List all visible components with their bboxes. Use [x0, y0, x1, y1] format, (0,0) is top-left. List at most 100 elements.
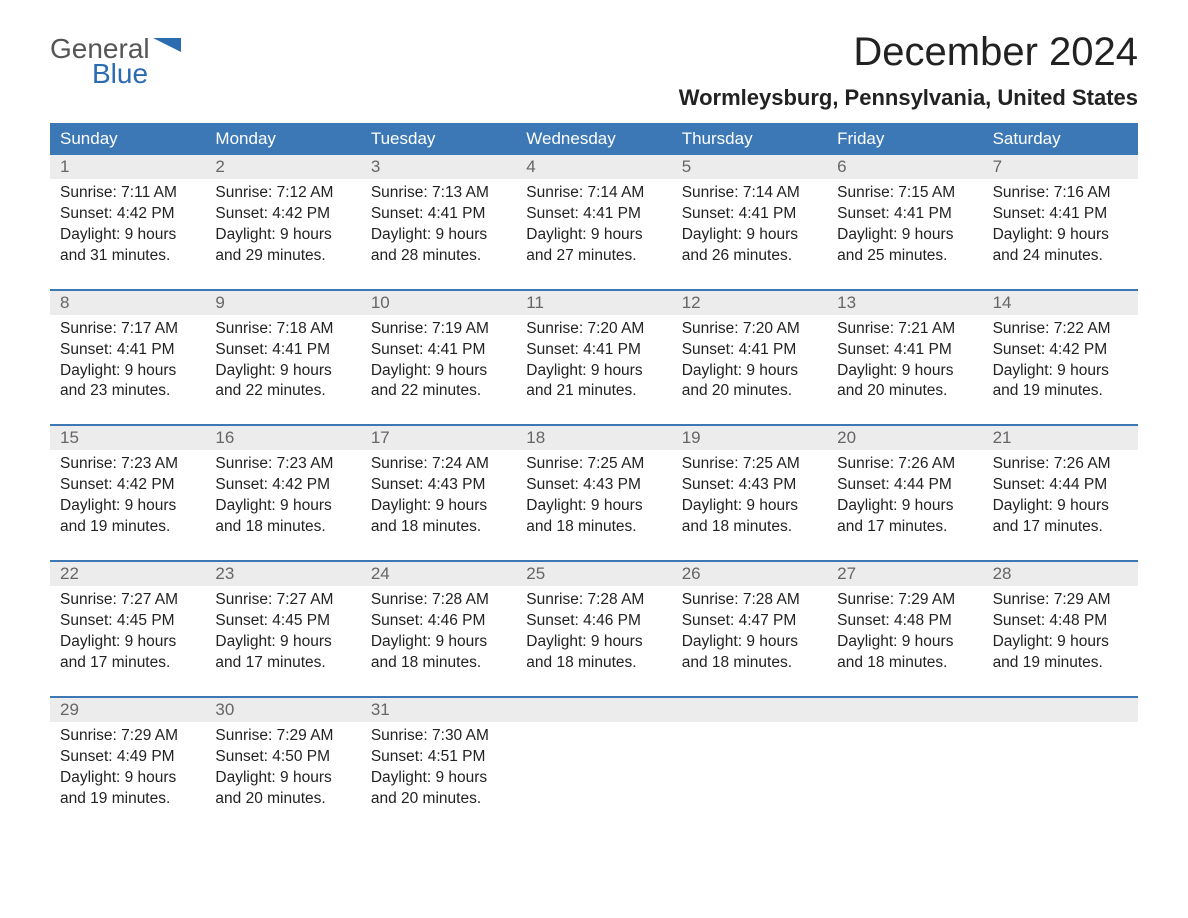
day-d1: Daylight: 9 hours	[993, 496, 1128, 517]
day-number: 23	[205, 562, 360, 586]
day-d2: and 18 minutes.	[371, 517, 506, 538]
day-cell: Sunrise: 7:25 AMSunset: 4:43 PMDaylight:…	[516, 450, 671, 542]
day-d1: Daylight: 9 hours	[682, 632, 817, 653]
day-d2: and 19 minutes.	[993, 381, 1128, 402]
day-d2: and 20 minutes.	[215, 789, 350, 810]
day-number	[672, 698, 827, 722]
day-sr: Sunrise: 7:25 AM	[526, 454, 661, 475]
day-cell	[516, 722, 671, 814]
day-number: 13	[827, 291, 982, 315]
day-cell: Sunrise: 7:27 AMSunset: 4:45 PMDaylight:…	[50, 586, 205, 678]
day-cell: Sunrise: 7:16 AMSunset: 4:41 PMDaylight:…	[983, 179, 1138, 271]
day-ss: Sunset: 4:41 PM	[526, 204, 661, 225]
day-ss: Sunset: 4:44 PM	[837, 475, 972, 496]
day-sr: Sunrise: 7:21 AM	[837, 319, 972, 340]
day-number: 22	[50, 562, 205, 586]
day-number: 29	[50, 698, 205, 722]
day-number: 1	[50, 155, 205, 179]
day-cell: Sunrise: 7:21 AMSunset: 4:41 PMDaylight:…	[827, 315, 982, 407]
day-ss: Sunset: 4:42 PM	[60, 475, 195, 496]
day-ss: Sunset: 4:41 PM	[215, 340, 350, 361]
day-number: 25	[516, 562, 671, 586]
day-sr: Sunrise: 7:14 AM	[526, 183, 661, 204]
day-sr: Sunrise: 7:26 AM	[837, 454, 972, 475]
day-ss: Sunset: 4:41 PM	[837, 204, 972, 225]
day-d2: and 23 minutes.	[60, 381, 195, 402]
day-sr: Sunrise: 7:20 AM	[682, 319, 817, 340]
day-number: 9	[205, 291, 360, 315]
day-cell: Sunrise: 7:29 AMSunset: 4:50 PMDaylight:…	[205, 722, 360, 814]
day-d1: Daylight: 9 hours	[215, 768, 350, 789]
day-number: 3	[361, 155, 516, 179]
day-d1: Daylight: 9 hours	[371, 768, 506, 789]
day-d2: and 28 minutes.	[371, 246, 506, 267]
day-d2: and 18 minutes.	[837, 653, 972, 674]
day-header: Sunday	[50, 123, 205, 155]
day-cell: Sunrise: 7:24 AMSunset: 4:43 PMDaylight:…	[361, 450, 516, 542]
day-sr: Sunrise: 7:26 AM	[993, 454, 1128, 475]
month-title: December 2024	[679, 30, 1138, 75]
day-sr: Sunrise: 7:19 AM	[371, 319, 506, 340]
day-header: Friday	[827, 123, 982, 155]
day-sr: Sunrise: 7:27 AM	[215, 590, 350, 611]
day-d1: Daylight: 9 hours	[526, 361, 661, 382]
day-d2: and 18 minutes.	[526, 653, 661, 674]
day-number: 11	[516, 291, 671, 315]
day-number: 6	[827, 155, 982, 179]
day-d1: Daylight: 9 hours	[215, 496, 350, 517]
title-block: December 2024 Wormleysburg, Pennsylvania…	[679, 30, 1138, 117]
day-d1: Daylight: 9 hours	[993, 361, 1128, 382]
day-sr: Sunrise: 7:23 AM	[215, 454, 350, 475]
day-ss: Sunset: 4:43 PM	[526, 475, 661, 496]
day-ss: Sunset: 4:42 PM	[60, 204, 195, 225]
day-cell: Sunrise: 7:20 AMSunset: 4:41 PMDaylight:…	[672, 315, 827, 407]
day-d2: and 20 minutes.	[837, 381, 972, 402]
day-d1: Daylight: 9 hours	[837, 225, 972, 246]
day-ss: Sunset: 4:48 PM	[993, 611, 1128, 632]
day-d1: Daylight: 9 hours	[682, 361, 817, 382]
calendar: SundayMondayTuesdayWednesdayThursdayFrid…	[50, 123, 1138, 813]
day-d1: Daylight: 9 hours	[60, 225, 195, 246]
day-number: 28	[983, 562, 1138, 586]
day-d1: Daylight: 9 hours	[60, 768, 195, 789]
week-row: 15161718192021Sunrise: 7:23 AMSunset: 4:…	[50, 424, 1138, 542]
day-cell: Sunrise: 7:25 AMSunset: 4:43 PMDaylight:…	[672, 450, 827, 542]
day-ss: Sunset: 4:45 PM	[215, 611, 350, 632]
day-d2: and 22 minutes.	[215, 381, 350, 402]
day-header: Monday	[205, 123, 360, 155]
day-d1: Daylight: 9 hours	[682, 496, 817, 517]
day-sr: Sunrise: 7:24 AM	[371, 454, 506, 475]
day-ss: Sunset: 4:46 PM	[371, 611, 506, 632]
day-cell: Sunrise: 7:30 AMSunset: 4:51 PMDaylight:…	[361, 722, 516, 814]
day-sr: Sunrise: 7:27 AM	[60, 590, 195, 611]
day-cell: Sunrise: 7:29 AMSunset: 4:48 PMDaylight:…	[827, 586, 982, 678]
day-sr: Sunrise: 7:28 AM	[526, 590, 661, 611]
week-row: 1234567Sunrise: 7:11 AMSunset: 4:42 PMDa…	[50, 155, 1138, 271]
day-sr: Sunrise: 7:29 AM	[60, 726, 195, 747]
day-ss: Sunset: 4:42 PM	[215, 204, 350, 225]
day-ss: Sunset: 4:47 PM	[682, 611, 817, 632]
day-number: 27	[827, 562, 982, 586]
day-d2: and 18 minutes.	[682, 517, 817, 538]
day-ss: Sunset: 4:42 PM	[215, 475, 350, 496]
day-ss: Sunset: 4:42 PM	[993, 340, 1128, 361]
day-header: Saturday	[983, 123, 1138, 155]
day-cell: Sunrise: 7:15 AMSunset: 4:41 PMDaylight:…	[827, 179, 982, 271]
day-cell: Sunrise: 7:19 AMSunset: 4:41 PMDaylight:…	[361, 315, 516, 407]
day-cell	[983, 722, 1138, 814]
day-ss: Sunset: 4:51 PM	[371, 747, 506, 768]
day-ss: Sunset: 4:41 PM	[60, 340, 195, 361]
day-ss: Sunset: 4:50 PM	[215, 747, 350, 768]
day-cell: Sunrise: 7:22 AMSunset: 4:42 PMDaylight:…	[983, 315, 1138, 407]
day-d2: and 17 minutes.	[837, 517, 972, 538]
day-number: 7	[983, 155, 1138, 179]
logo: General Blue	[50, 30, 181, 88]
day-cell: Sunrise: 7:14 AMSunset: 4:41 PMDaylight:…	[672, 179, 827, 271]
day-d1: Daylight: 9 hours	[215, 361, 350, 382]
day-number: 10	[361, 291, 516, 315]
day-number	[983, 698, 1138, 722]
day-number: 5	[672, 155, 827, 179]
day-cell: Sunrise: 7:17 AMSunset: 4:41 PMDaylight:…	[50, 315, 205, 407]
daynum-row: 1234567	[50, 155, 1138, 179]
day-ss: Sunset: 4:48 PM	[837, 611, 972, 632]
